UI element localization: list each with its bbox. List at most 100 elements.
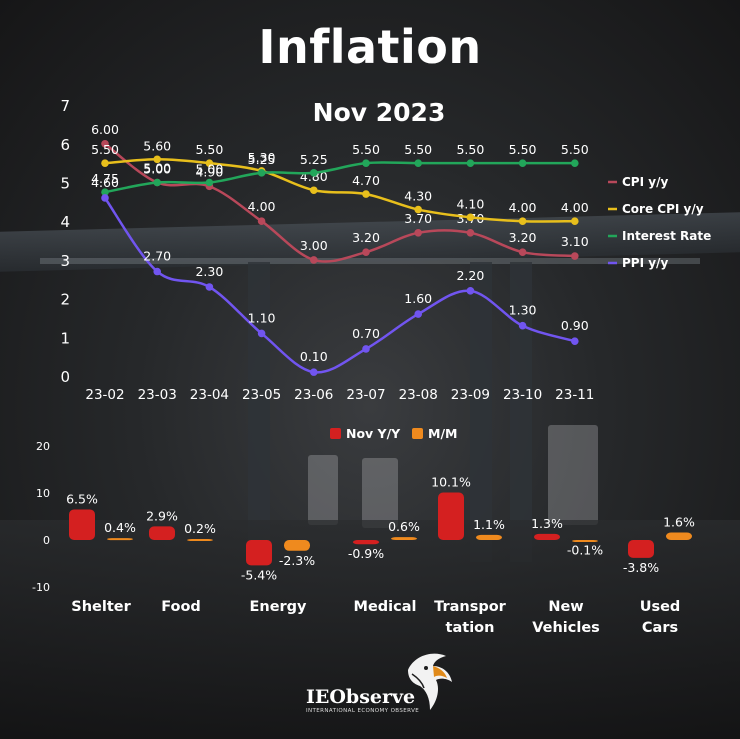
bar-value-label: 6.5% bbox=[66, 491, 98, 506]
legend-label: Nov Y/Y bbox=[346, 426, 401, 441]
data-label: 2.30 bbox=[195, 264, 223, 279]
background-pillar bbox=[510, 262, 532, 562]
series-line bbox=[104, 158, 575, 223]
data-point bbox=[153, 267, 161, 276]
category-label: Vehicles bbox=[532, 620, 600, 636]
y-tick-label: 7 bbox=[60, 97, 70, 115]
data-label: 4.60 bbox=[91, 175, 119, 190]
category-label: Cars bbox=[642, 620, 678, 636]
bar bbox=[353, 540, 379, 545]
data-label: 5.25 bbox=[248, 152, 276, 167]
bar-value-label: -2.3% bbox=[279, 553, 315, 568]
bar bbox=[534, 533, 560, 540]
category-label: Energy bbox=[249, 599, 307, 615]
data-point bbox=[571, 159, 579, 167]
y-tick-label: 6 bbox=[60, 136, 70, 154]
data-label: 4.75 bbox=[91, 171, 119, 186]
data-label: 3.70 bbox=[404, 211, 432, 226]
legend-label: CPI y/y bbox=[622, 175, 668, 189]
y-tick-label: 5 bbox=[60, 175, 70, 193]
data-point bbox=[101, 194, 109, 202]
page-title: Inflation bbox=[258, 20, 482, 74]
bar-value-label: 0.6% bbox=[388, 519, 420, 534]
data-label: 5.00 bbox=[143, 162, 171, 177]
legend-label: Interest Rate bbox=[622, 229, 711, 243]
data-label: 3.10 bbox=[561, 234, 589, 249]
data-label: 4.00 bbox=[509, 200, 537, 215]
bar-value-label: 0.2% bbox=[184, 521, 216, 536]
data-point bbox=[466, 287, 475, 295]
data-label: 5.50 bbox=[91, 142, 119, 157]
data-point bbox=[101, 159, 109, 167]
y-tick-label: -10 bbox=[32, 581, 50, 594]
bar-value-label: -0.9% bbox=[348, 546, 384, 561]
data-point bbox=[205, 178, 214, 187]
bar-value-label: 1.6% bbox=[663, 514, 695, 529]
bar-value-label: 2.9% bbox=[146, 508, 178, 523]
data-label: 5.60 bbox=[143, 138, 171, 153]
data-label: 5.00 bbox=[143, 161, 171, 176]
data-point bbox=[362, 345, 370, 353]
bar bbox=[187, 539, 213, 542]
x-tick-label: 23-07 bbox=[346, 387, 385, 403]
y-tick-label: 10 bbox=[36, 487, 50, 500]
y-tick-label: 3 bbox=[60, 252, 70, 270]
data-label: 5.50 bbox=[561, 142, 589, 157]
background-pillar bbox=[470, 262, 492, 562]
data-point bbox=[518, 217, 527, 225]
x-tick-label: 23-05 bbox=[242, 387, 281, 403]
x-tick-label: 23-11 bbox=[555, 387, 594, 403]
background-pump bbox=[548, 425, 598, 525]
y-tick-label: 20 bbox=[36, 440, 50, 453]
bar bbox=[284, 540, 310, 551]
series-line bbox=[104, 142, 575, 263]
data-label: 0.70 bbox=[352, 326, 380, 341]
data-point bbox=[466, 213, 475, 222]
brand-tagline: INTERNATIONAL ECONOMY OBSERVE bbox=[306, 708, 420, 714]
data-point bbox=[153, 155, 161, 164]
brand-name: IEObserve bbox=[306, 686, 416, 708]
data-point bbox=[414, 159, 423, 167]
bar bbox=[476, 534, 502, 540]
bar bbox=[149, 526, 175, 540]
data-point bbox=[310, 368, 318, 376]
data-point bbox=[205, 283, 214, 291]
data-label: 5.50 bbox=[509, 142, 537, 157]
data-point bbox=[414, 229, 423, 237]
data-label: 4.90 bbox=[195, 164, 223, 179]
category-label: Used bbox=[640, 599, 681, 615]
data-label: 0.90 bbox=[561, 318, 589, 333]
chart-subtitle: Nov 2023 bbox=[312, 98, 446, 127]
legend-label: PPI y/y bbox=[622, 256, 668, 270]
data-point bbox=[362, 159, 370, 167]
x-tick-label: 23-09 bbox=[451, 387, 490, 403]
data-point bbox=[310, 169, 318, 177]
y-tick-label: 0 bbox=[60, 368, 70, 386]
bar bbox=[572, 540, 598, 542]
x-tick-label: 23-04 bbox=[190, 387, 229, 403]
x-tick-label: 23-02 bbox=[85, 387, 124, 403]
category-label: tation bbox=[446, 620, 495, 636]
data-label: 4.00 bbox=[561, 200, 589, 215]
data-point bbox=[310, 186, 318, 195]
data-label: 4.10 bbox=[456, 196, 484, 211]
data-label: 4.70 bbox=[352, 173, 380, 188]
y-tick-label: 1 bbox=[60, 329, 70, 347]
data-label: 5.25 bbox=[300, 152, 328, 167]
legend-label: Core CPI y/y bbox=[622, 202, 704, 216]
data-label: 2.20 bbox=[456, 268, 484, 283]
category-label: Medical bbox=[354, 599, 417, 615]
bar-value-label: 0.4% bbox=[104, 520, 136, 535]
data-point bbox=[257, 169, 266, 177]
data-point bbox=[257, 217, 266, 225]
eagle-logo-icon bbox=[408, 653, 452, 710]
category-label: New bbox=[548, 599, 583, 615]
background-canopy-light bbox=[40, 258, 700, 264]
series-line bbox=[103, 197, 576, 374]
bar-value-label: -5.4% bbox=[241, 567, 277, 582]
background-pump bbox=[308, 455, 338, 525]
data-label: 5.50 bbox=[456, 142, 484, 157]
data-point bbox=[571, 337, 579, 345]
data-point bbox=[362, 248, 370, 256]
